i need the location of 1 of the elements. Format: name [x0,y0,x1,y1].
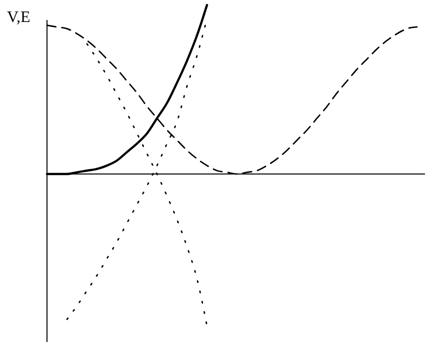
y-axis-title: V,E [7,9,30,26]
